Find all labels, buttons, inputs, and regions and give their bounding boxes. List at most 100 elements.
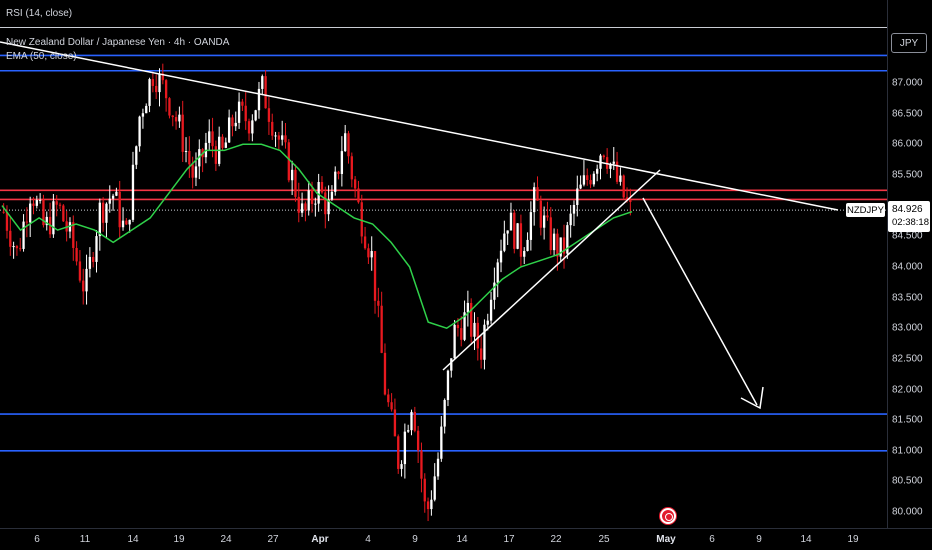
time-axis-day-label: 14 [127, 534, 139, 545]
candle-body [148, 79, 151, 106]
candle-body [101, 202, 105, 223]
time-axis-day-label: 9 [756, 534, 762, 545]
candle-body [340, 151, 344, 174]
candle-body [579, 184, 582, 189]
candle-body [254, 110, 257, 121]
candle-body [310, 190, 314, 204]
last-price-value: 84.926 [892, 204, 923, 215]
candle-body [171, 115, 174, 118]
price-tick-label: 86.000 [892, 138, 923, 150]
candle-body [68, 222, 72, 232]
candle-body [367, 248, 370, 258]
candle-body [489, 299, 493, 321]
symbol-price-tag: NZDJPY [846, 203, 885, 217]
candle-body [314, 203, 317, 205]
candle-body [224, 142, 227, 148]
candle-body [12, 246, 15, 248]
candle-body [443, 399, 446, 427]
candle-body [436, 458, 440, 477]
candle-body [350, 156, 353, 180]
candle-body [337, 171, 340, 174]
candle-body [479, 348, 483, 360]
price-tick-label: 85.500 [892, 169, 923, 181]
candle-body [45, 216, 48, 226]
candle-body [529, 212, 533, 240]
candle-body [582, 175, 586, 185]
candle-body [135, 146, 138, 165]
candle-body [410, 411, 413, 431]
candle-body [559, 237, 562, 257]
candle-body [506, 230, 509, 234]
candle-body [473, 322, 476, 337]
time-axis[interactable] [0, 528, 932, 550]
candle-body [251, 120, 254, 134]
candle-body [108, 198, 111, 204]
time-axis-day-label: 22 [550, 534, 562, 545]
candle-body [407, 430, 410, 432]
candle-body [486, 320, 489, 325]
candle-body [440, 426, 443, 459]
candle-body [629, 199, 632, 202]
candle-body [609, 163, 612, 169]
projection-arrow-line [642, 197, 758, 406]
candle-body [118, 191, 121, 228]
candle-body [416, 430, 420, 451]
candle-body [161, 73, 164, 81]
candle-body [188, 151, 191, 165]
candle-body [138, 116, 141, 147]
candle-body [503, 233, 506, 251]
candle-body [569, 213, 572, 226]
candle-body [111, 195, 115, 199]
time-axis-month-label: Apr [311, 534, 329, 545]
candle-body [460, 328, 463, 340]
candle-body [125, 220, 128, 225]
candle-body [549, 217, 552, 251]
price-tick-label: 87.000 [892, 77, 923, 89]
candle-body [227, 117, 231, 143]
candle-body [592, 173, 596, 185]
candle-body [430, 499, 433, 510]
candle-body [523, 250, 526, 257]
candle-body [155, 85, 158, 93]
candle-body [32, 203, 35, 206]
candle-body [426, 501, 430, 510]
candle-body [35, 200, 38, 206]
candle-body [453, 324, 456, 359]
time-axis-day-label: 25 [598, 534, 610, 545]
candle-body [496, 262, 499, 283]
rsi-indicator-pane[interactable]: RSI (14, close) [0, 0, 887, 28]
candle-body [476, 322, 479, 349]
candle-body [433, 476, 436, 500]
candle-body [211, 131, 214, 147]
candle-body [62, 205, 65, 222]
candle-body [513, 212, 516, 249]
economic-event-icon[interactable] [660, 508, 676, 524]
candle-body [304, 203, 307, 211]
candle-body [572, 204, 576, 214]
price-axis[interactable] [887, 0, 932, 528]
candle-body [244, 105, 247, 122]
time-axis-day-label: 24 [220, 534, 232, 545]
price-plot[interactable] [0, 28, 887, 528]
candle-body [383, 352, 387, 395]
price-tick-label: 80.500 [892, 475, 923, 487]
candle-body [509, 212, 513, 231]
candle-body [82, 280, 85, 292]
candle-body [151, 79, 155, 86]
currency-button[interactable]: JPY [891, 33, 927, 53]
candle-body [546, 215, 549, 218]
candle-body [615, 161, 619, 182]
price-tick-label: 84.000 [892, 261, 923, 273]
candle-body [237, 101, 241, 123]
candle-body [128, 219, 131, 225]
candle-body [42, 199, 45, 226]
candle-body [181, 114, 184, 152]
candle-body [25, 221, 29, 223]
symbol-legend-title: New Zealand Dollar / Japanese Yen · 4h ·… [6, 37, 230, 48]
candle-body [38, 199, 42, 201]
candle-body [115, 191, 118, 196]
candle-body [566, 225, 569, 254]
candle-body [221, 136, 224, 148]
candle-body [589, 180, 592, 185]
